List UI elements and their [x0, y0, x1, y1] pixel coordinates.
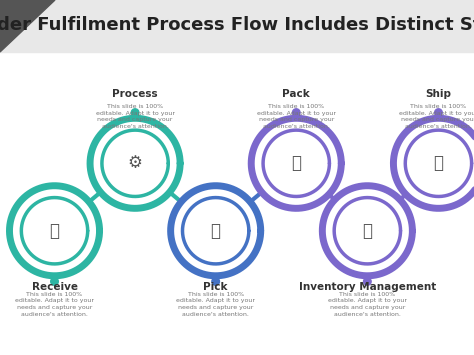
Bar [0, 0, 474, 52]
Text: Ship: Ship [426, 89, 451, 99]
Text: This slide is 100%
editable. Adapt it to your
needs and capture your
audience's : This slide is 100% editable. Adapt it to… [15, 292, 94, 317]
Text: This slide is 100%
editable. Adapt it to your
needs and capture your
audience's : This slide is 100% editable. Adapt it to… [257, 104, 336, 129]
Text: 🤝: 🤝 [210, 222, 221, 240]
Circle shape [435, 109, 442, 116]
Text: 📦: 📦 [291, 154, 301, 172]
Circle shape [212, 278, 219, 285]
Text: ⚙: ⚙ [128, 154, 143, 172]
Text: Pack: Pack [283, 89, 310, 99]
Circle shape [292, 109, 300, 116]
Text: This slide is 100%
editable. Adapt it to your
needs and capture your
audience's : This slide is 100% editable. Adapt it to… [96, 104, 174, 129]
Text: Order Fulfilment Process Flow Includes Distinct Stages: Order Fulfilment Process Flow Includes D… [0, 16, 474, 34]
Polygon shape [0, 0, 55, 52]
Text: Receive: Receive [31, 282, 78, 292]
Text: This slide is 100%
editable. Adapt it to your
needs and capture your
audience's : This slide is 100% editable. Adapt it to… [328, 292, 407, 317]
Text: 🚚: 🚚 [433, 154, 444, 172]
Circle shape [131, 109, 139, 116]
Text: Process: Process [112, 89, 158, 99]
Text: Pick: Pick [203, 282, 228, 292]
Text: This slide is 100%
editable. Adapt it to your
needs and capture your
audience's : This slide is 100% editable. Adapt it to… [399, 104, 474, 129]
Text: 🏭: 🏭 [362, 222, 373, 240]
Text: This slide is 100%
editable. Adapt it to your
needs and capture your
audience's : This slide is 100% editable. Adapt it to… [176, 292, 255, 317]
Text: Inventory Management: Inventory Management [299, 282, 436, 292]
Text: 🖥: 🖥 [49, 222, 60, 240]
Circle shape [364, 278, 371, 285]
Circle shape [51, 278, 58, 285]
